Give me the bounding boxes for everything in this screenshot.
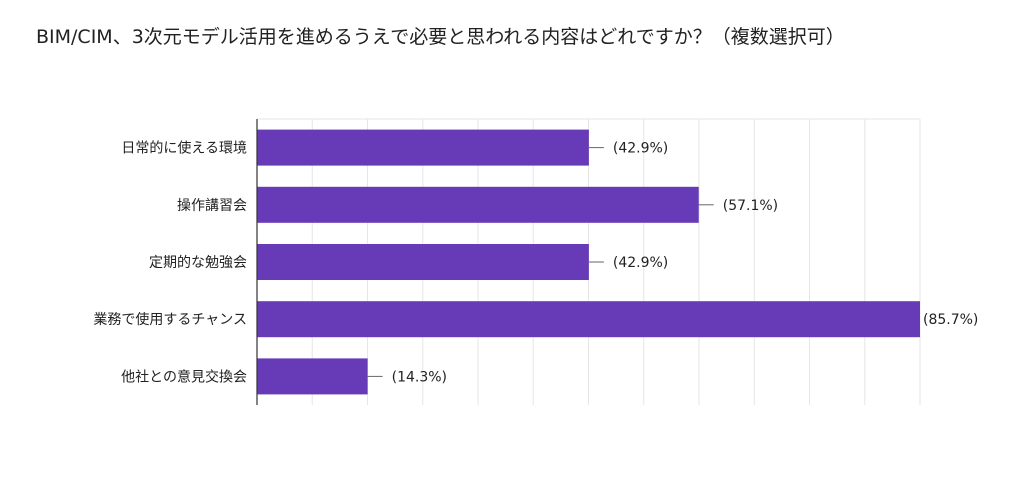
bar (257, 186, 699, 223)
category-label: 操作講習会 (177, 198, 247, 214)
data-label: (42.9%) (613, 255, 668, 271)
data-label: (14.3%) (392, 369, 447, 385)
category-label: 日常的に使える環境 (121, 140, 247, 157)
data-label: (85.7%) (923, 312, 978, 328)
category-label: 定期的な勉強会 (149, 255, 247, 271)
bar (257, 301, 920, 338)
data-label: (57.1%) (723, 198, 778, 214)
bar (257, 244, 589, 280)
chart-title: BIM/CIM、3次元モデル活用を進めるうえで必要と思われる内容はどれですか？（… (36, 26, 845, 48)
bar (257, 358, 368, 395)
category-label: 業務で使用するチャンス (93, 311, 247, 328)
data-label: (42.9%) (613, 141, 668, 157)
bars (257, 129, 920, 395)
labels: 日常的に使える環境 (42.9%) 操作講習会 (57.1%) 定期的な勉強会 (42.9… (93, 140, 978, 386)
category-label: 他社との意見交換会 (121, 368, 247, 385)
bar (257, 129, 589, 166)
